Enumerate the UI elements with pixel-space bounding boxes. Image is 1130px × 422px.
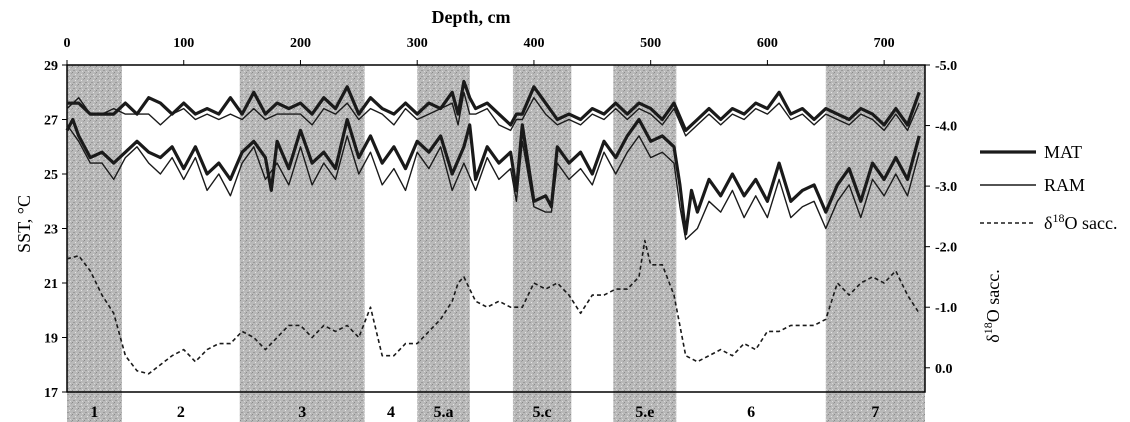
series-line: RAM bbox=[66, 124, 920, 241]
y-right-tick-label: -5.0 bbox=[935, 59, 957, 74]
stage-label: 6 bbox=[747, 404, 755, 421]
x-tick-label: 200 bbox=[290, 36, 311, 51]
x-tick-label: 600 bbox=[757, 36, 778, 51]
stage-label: 5.a bbox=[433, 404, 453, 421]
y-right-axis-ticks: -5.0 -4.0 -3.0 -2.0 -1.0 0.0 bbox=[925, 59, 957, 377]
series-line: RAM bbox=[66, 91, 920, 137]
y-axis-label: SST, °C bbox=[14, 195, 34, 253]
x-tick-label: 100 bbox=[173, 36, 194, 51]
stage-band bbox=[239, 65, 365, 422]
y-tick-label: 17 bbox=[44, 386, 58, 401]
y-right-tick-label: -4.0 bbox=[935, 120, 957, 135]
series-lines: MATRAMMATRAMδ18O sacc. bbox=[65, 79, 921, 375]
stage-band bbox=[613, 65, 677, 422]
series-line: MAT bbox=[67, 79, 921, 132]
chart-title: Depth, cm bbox=[432, 7, 511, 27]
y-tick-label: 29 bbox=[44, 59, 58, 74]
legend-label: δ18O sacc. bbox=[1044, 211, 1117, 233]
legend-label: RAM bbox=[1044, 175, 1085, 195]
legend: MAT RAM δ18O sacc. bbox=[980, 142, 1117, 233]
x-tick-label: 700 bbox=[874, 36, 895, 51]
x-tick-label: 400 bbox=[523, 36, 544, 51]
y-right-tick-label: -3.0 bbox=[935, 180, 957, 195]
y-tick-label: 21 bbox=[44, 277, 58, 292]
stage-labels: 1 2 3 4 5.a 5.c 5.e 6 7 bbox=[90, 404, 879, 421]
stage-label: 5.e bbox=[635, 404, 654, 421]
x-tick-label: 300 bbox=[407, 36, 428, 51]
stage-label: 3 bbox=[298, 404, 306, 421]
stage-label: 5.c bbox=[533, 404, 552, 421]
legend-label: MAT bbox=[1044, 142, 1082, 162]
series-line: MAT bbox=[65, 117, 921, 236]
y-right-tick-label: -2.0 bbox=[935, 241, 957, 256]
stage-band bbox=[417, 65, 470, 422]
y-right-tick-label: 0.0 bbox=[935, 362, 953, 377]
y-right-tick-label: -1.0 bbox=[935, 301, 957, 316]
stage-shading bbox=[67, 65, 925, 422]
stage-label: 1 bbox=[90, 404, 98, 421]
series-line: δ18O sacc. bbox=[66, 239, 920, 375]
x-tick-label: 500 bbox=[640, 36, 661, 51]
y-tick-label: 25 bbox=[44, 168, 58, 183]
y-tick-label: 19 bbox=[44, 332, 58, 347]
y-right-axis-label: δ18O sacc. bbox=[981, 269, 1003, 342]
stage-label: 4 bbox=[387, 404, 395, 421]
x-tick-label: 0 bbox=[64, 36, 71, 51]
stage-label: 7 bbox=[871, 404, 879, 421]
stage-band bbox=[67, 65, 122, 422]
x-axis-ticks: 0 100 200 300 400 500 600 700 bbox=[64, 36, 895, 65]
y-tick-label: 23 bbox=[44, 223, 58, 238]
y-tick-label: 27 bbox=[44, 114, 58, 129]
y-axis-ticks: 17 19 21 23 25 27 29 bbox=[44, 59, 67, 401]
stage-label: 2 bbox=[177, 404, 185, 421]
